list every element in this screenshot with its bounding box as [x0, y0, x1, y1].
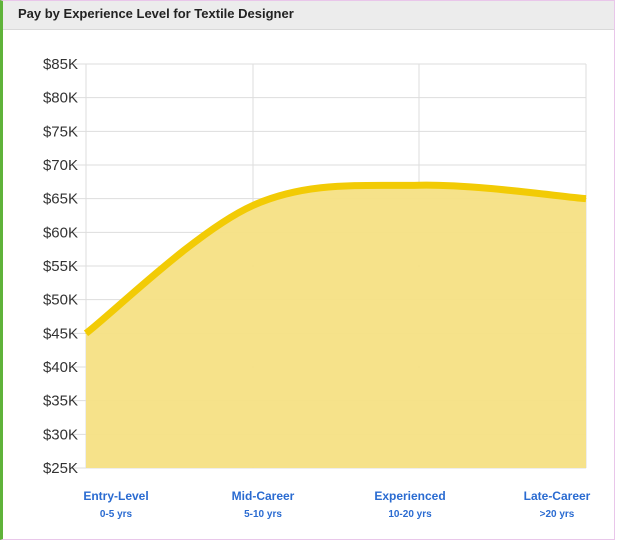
data-point [85, 332, 87, 334]
x-category-label: Experienced [374, 489, 445, 503]
y-tick-label: $80K [43, 90, 78, 107]
pay-area-fill [86, 185, 586, 468]
x-category-sublabel: 0-5 yrs [100, 509, 133, 520]
y-tick-label: $50K [43, 292, 78, 309]
y-tick-label: $70K [43, 157, 78, 174]
x-category-label: Late-Career [524, 489, 591, 503]
data-point [418, 184, 420, 186]
y-tick-label: $75K [43, 123, 78, 140]
chart-header: Pay by Experience Level for Textile Desi… [3, 1, 614, 30]
y-tick-label: $85K [43, 56, 78, 73]
data-point [585, 198, 587, 200]
pay-line [83, 181, 587, 337]
y-tick-label: $45K [43, 325, 78, 342]
y-tick-label: $40K [43, 359, 78, 376]
y-tick-label: $55K [43, 258, 78, 275]
y-tick-label: $60K [43, 224, 78, 241]
x-category-label: Entry-Level [83, 489, 148, 503]
x-category-sublabel: 10-20 yrs [388, 509, 432, 520]
y-tick-label: $35K [43, 393, 78, 410]
y-tick-label: $25K [43, 460, 78, 477]
x-category-sublabel: >20 yrs [540, 509, 575, 520]
data-point [252, 204, 254, 206]
y-tick-label: $65K [43, 191, 78, 208]
x-category-label: Mid-Career [232, 489, 295, 503]
x-category-sublabel: 5-10 yrs [244, 509, 282, 520]
y-tick-label: $30K [43, 426, 78, 443]
chart-title: Pay by Experience Level for Textile Desi… [18, 6, 294, 21]
